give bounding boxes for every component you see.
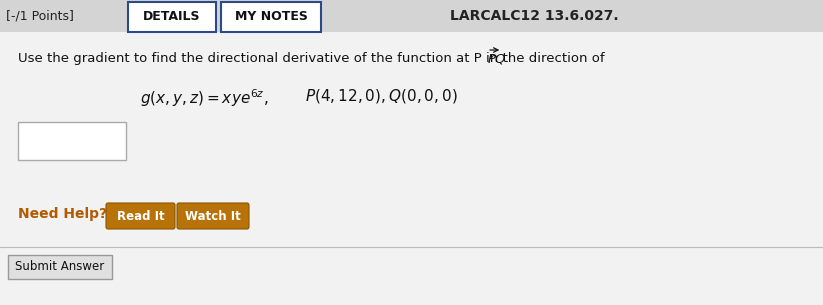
Text: Need Help?: Need Help? xyxy=(18,207,107,221)
Bar xyxy=(0,0,823,32)
Text: $g(x, y, z) = xye^{6z},$: $g(x, y, z) = xye^{6z},$ xyxy=(140,87,268,109)
FancyBboxPatch shape xyxy=(221,2,321,32)
Text: PQ: PQ xyxy=(487,52,505,65)
Text: LARCALC12 13.6.027.: LARCALC12 13.6.027. xyxy=(450,9,619,23)
Text: Read It: Read It xyxy=(117,210,165,223)
FancyBboxPatch shape xyxy=(8,255,112,279)
Text: MY NOTES: MY NOTES xyxy=(235,10,308,23)
FancyBboxPatch shape xyxy=(106,203,175,229)
Text: Submit Answer: Submit Answer xyxy=(16,260,105,274)
Text: Use the gradient to find the directional derivative of the function at P in the : Use the gradient to find the directional… xyxy=(18,52,609,65)
Text: $P(4, 12, 0), Q(0, 0, 0)$: $P(4, 12, 0), Q(0, 0, 0)$ xyxy=(305,87,458,105)
Bar xyxy=(0,32,823,305)
Text: [-/1 Points]: [-/1 Points] xyxy=(6,9,74,23)
Text: DETAILS: DETAILS xyxy=(143,10,201,23)
FancyBboxPatch shape xyxy=(177,203,249,229)
Text: Watch It: Watch It xyxy=(185,210,241,223)
Text: .: . xyxy=(504,52,509,65)
FancyBboxPatch shape xyxy=(128,2,216,32)
Bar xyxy=(18,122,126,160)
